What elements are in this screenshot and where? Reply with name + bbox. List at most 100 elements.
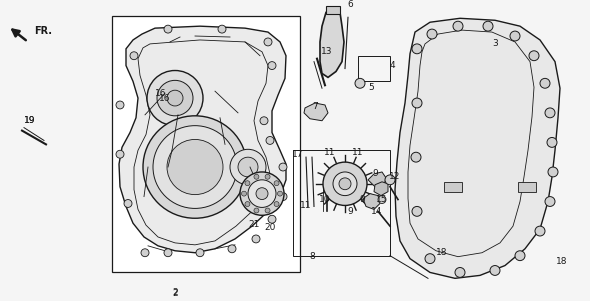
Polygon shape <box>368 172 386 188</box>
Circle shape <box>141 249 149 257</box>
Circle shape <box>164 249 172 257</box>
Circle shape <box>266 136 274 144</box>
Circle shape <box>238 157 258 177</box>
Bar <box>112 16 300 272</box>
Text: 6: 6 <box>347 0 353 9</box>
Text: 10: 10 <box>319 195 331 204</box>
Text: 17: 17 <box>292 150 304 159</box>
Circle shape <box>164 25 172 33</box>
Circle shape <box>323 162 367 206</box>
Circle shape <box>245 202 250 206</box>
Circle shape <box>339 178 351 190</box>
Circle shape <box>455 268 465 277</box>
Circle shape <box>157 80 193 116</box>
Text: 3: 3 <box>492 39 498 48</box>
Circle shape <box>252 235 260 243</box>
Bar <box>358 56 390 81</box>
Circle shape <box>274 181 279 186</box>
Circle shape <box>535 226 545 236</box>
Text: 9: 9 <box>372 169 378 178</box>
Circle shape <box>545 197 555 206</box>
Circle shape <box>268 215 276 223</box>
Text: 2: 2 <box>172 288 178 296</box>
Circle shape <box>268 62 276 70</box>
Circle shape <box>260 117 268 125</box>
Circle shape <box>265 208 270 213</box>
Circle shape <box>241 191 247 196</box>
Circle shape <box>529 51 539 61</box>
Polygon shape <box>304 103 328 121</box>
Circle shape <box>483 21 493 31</box>
Bar <box>326 6 340 14</box>
Text: 18: 18 <box>436 248 448 257</box>
Text: 11: 11 <box>324 148 336 157</box>
Circle shape <box>545 108 555 118</box>
Polygon shape <box>320 12 344 77</box>
Circle shape <box>547 138 557 147</box>
Circle shape <box>385 175 395 185</box>
Text: 5: 5 <box>368 83 373 92</box>
Circle shape <box>248 180 276 207</box>
Text: 9: 9 <box>359 195 365 204</box>
Polygon shape <box>374 182 388 196</box>
Circle shape <box>412 98 422 108</box>
Circle shape <box>264 38 272 46</box>
Circle shape <box>279 193 287 200</box>
Circle shape <box>515 251 525 261</box>
Text: 19: 19 <box>24 116 36 125</box>
Text: 16: 16 <box>155 89 166 98</box>
Circle shape <box>254 208 259 213</box>
Text: 21: 21 <box>248 220 260 229</box>
Text: 19: 19 <box>24 116 36 125</box>
Polygon shape <box>395 18 560 278</box>
Text: 2: 2 <box>172 289 178 298</box>
Text: 14: 14 <box>371 207 383 216</box>
Circle shape <box>490 265 500 275</box>
Circle shape <box>116 101 124 109</box>
Circle shape <box>425 254 435 264</box>
Circle shape <box>279 163 287 171</box>
Text: 20: 20 <box>264 223 276 232</box>
Circle shape <box>218 25 226 33</box>
Circle shape <box>130 52 138 60</box>
Circle shape <box>143 116 247 218</box>
Circle shape <box>355 78 365 88</box>
Circle shape <box>453 21 463 31</box>
Text: 13: 13 <box>321 47 333 56</box>
Circle shape <box>230 149 266 185</box>
Circle shape <box>196 249 204 257</box>
Text: 9: 9 <box>347 207 353 216</box>
Text: 8: 8 <box>309 252 315 261</box>
Bar <box>444 182 462 192</box>
Text: 11: 11 <box>300 201 312 210</box>
Circle shape <box>116 150 124 158</box>
Text: 12: 12 <box>389 172 401 182</box>
Text: 11: 11 <box>352 148 364 157</box>
Circle shape <box>510 31 520 41</box>
Circle shape <box>153 126 237 208</box>
Polygon shape <box>363 194 380 209</box>
Text: 7: 7 <box>312 102 318 111</box>
Circle shape <box>147 70 203 126</box>
Circle shape <box>378 196 386 203</box>
Circle shape <box>228 245 236 253</box>
Circle shape <box>412 44 422 54</box>
Circle shape <box>124 200 132 207</box>
Circle shape <box>333 172 357 196</box>
Text: 15: 15 <box>376 195 388 204</box>
Circle shape <box>411 152 421 162</box>
Bar <box>293 150 390 256</box>
Circle shape <box>245 181 250 186</box>
Circle shape <box>540 78 550 88</box>
Circle shape <box>240 172 284 215</box>
Text: FR.: FR. <box>34 26 52 36</box>
Circle shape <box>274 202 279 206</box>
Text: 4: 4 <box>390 61 396 70</box>
Circle shape <box>167 139 223 195</box>
Text: 16: 16 <box>159 94 171 103</box>
Text: 18: 18 <box>556 257 568 266</box>
Circle shape <box>427 29 437 39</box>
Circle shape <box>256 188 268 200</box>
Circle shape <box>167 90 183 106</box>
Circle shape <box>412 206 422 216</box>
